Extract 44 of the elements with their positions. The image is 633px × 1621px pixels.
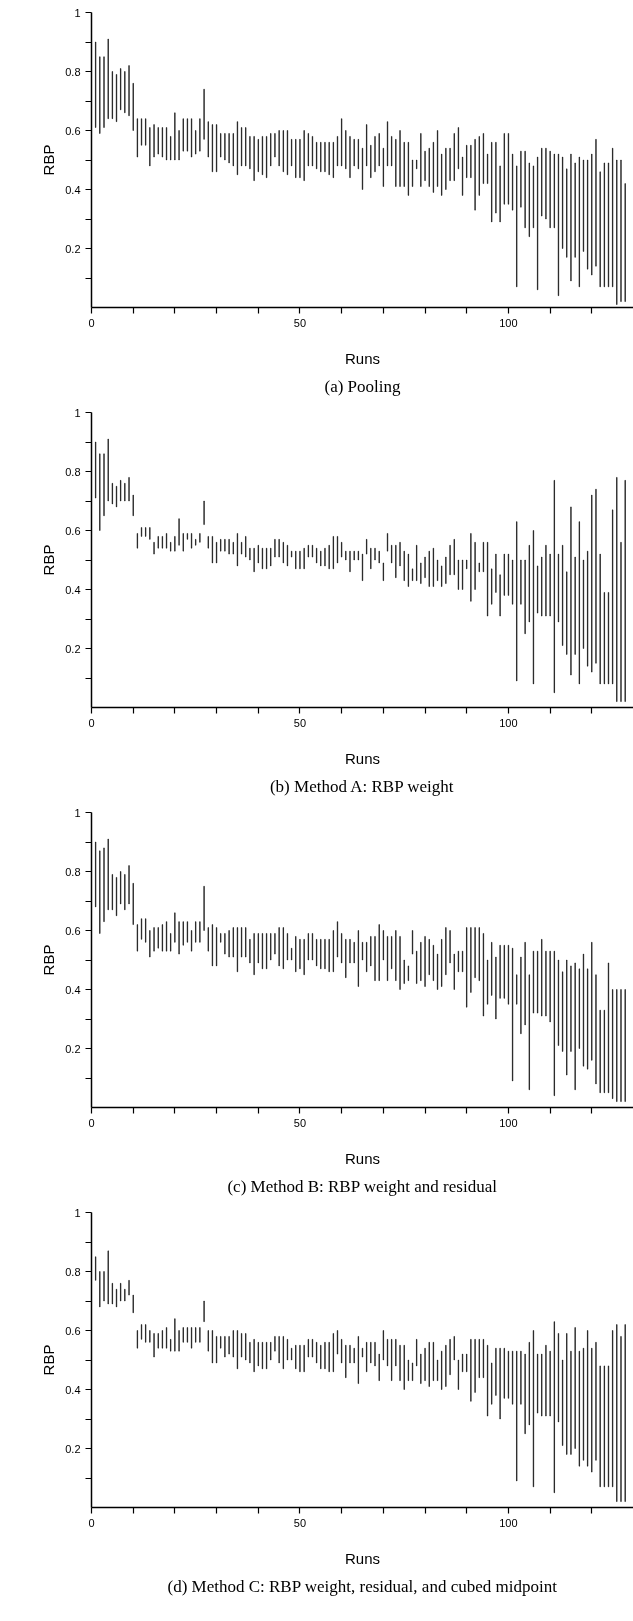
- x-axis-title: Runs: [344, 1549, 381, 1567]
- x-tick-label: 100: [499, 316, 518, 329]
- y-axis-title: RBP: [40, 944, 58, 976]
- x-tick-label: 0: [88, 716, 95, 729]
- x-axis-title: Runs: [344, 1149, 381, 1167]
- x-axis-title: Runs: [344, 349, 381, 367]
- y-tick-label: 0.4: [65, 183, 81, 196]
- x-tick-label: 100: [499, 1116, 518, 1129]
- y-tick-label: 0.6: [65, 1324, 81, 1337]
- x-tick-label: 50: [293, 316, 307, 329]
- x-axis-title: Runs: [344, 749, 381, 767]
- x-tick-label: 0: [88, 1516, 95, 1529]
- y-axis-title: RBP: [40, 144, 58, 176]
- y-tick-label: 0.8: [65, 1265, 81, 1278]
- y-tick-label: 0.6: [65, 124, 81, 137]
- y-tick-label: 0.2: [65, 242, 81, 255]
- y-tick-label: 0.6: [65, 924, 81, 937]
- y-axis-title: RBP: [40, 544, 58, 576]
- y-tick-label: 0.4: [65, 1383, 81, 1396]
- y-axis-title: RBP: [40, 1344, 58, 1376]
- x-tick-label: 50: [293, 716, 307, 729]
- y-tick-label: 1: [74, 1206, 81, 1219]
- y-tick-label: 1: [74, 406, 81, 419]
- y-tick-label: 1: [74, 806, 81, 819]
- y-tick-label: 0.8: [65, 865, 81, 878]
- y-tick-label: 0.6: [65, 524, 81, 537]
- y-tick-label: 0.2: [65, 642, 81, 655]
- text: (b) Method A: RBP weight: [269, 776, 454, 796]
- y-tick-label: 1: [74, 6, 81, 19]
- text: (c) Method B: RBP weight and residual: [227, 1176, 498, 1196]
- x-tick-label: 0: [88, 316, 95, 329]
- text: (a) Pooling: [324, 376, 402, 396]
- text: (d) Method C: RBP weight, residual, and cubed midpoint: [167, 1576, 558, 1596]
- x-tick-label: 50: [293, 1516, 307, 1529]
- y-tick-label: 0.8: [65, 465, 81, 478]
- x-tick-label: 0: [88, 1116, 95, 1129]
- y-tick-label: 0.8: [65, 65, 81, 78]
- y-tick-label: 0.2: [65, 1042, 81, 1055]
- x-tick-label: 100: [499, 716, 518, 729]
- y-tick-label: 0.4: [65, 983, 81, 996]
- y-tick-label: 0.4: [65, 583, 81, 596]
- x-tick-label: 100: [499, 1516, 518, 1529]
- x-tick-label: 50: [293, 1116, 307, 1129]
- y-tick-label: 0.2: [65, 1442, 81, 1455]
